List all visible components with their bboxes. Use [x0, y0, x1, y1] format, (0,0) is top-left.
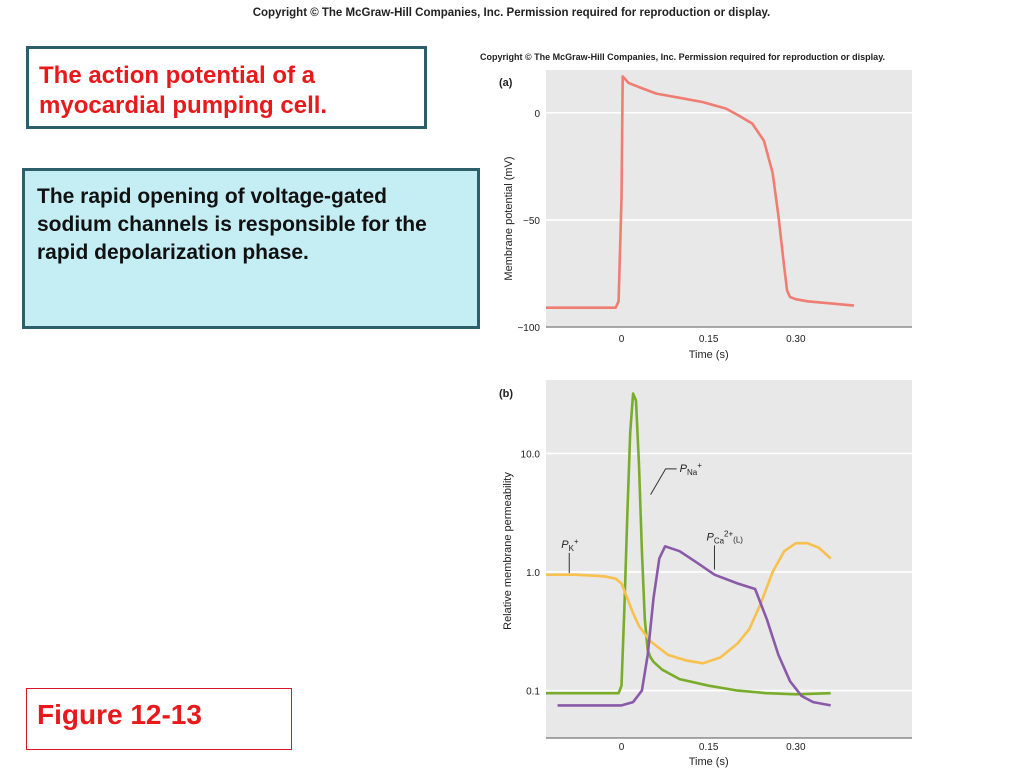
panel-b-x-axis-label: Time (s)	[689, 756, 729, 768]
panel-a-plot-area	[546, 70, 912, 327]
label-main: P	[706, 531, 714, 543]
p-na-line	[546, 392, 831, 696]
panel-b-label: (b)	[499, 388, 513, 400]
figure-copyright: Copyright © The McGraw-Hill Companies, I…	[480, 52, 886, 62]
figure-label-box: Figure 12-13	[26, 688, 292, 750]
panel-a-label: (a)	[499, 77, 513, 89]
p-na-label: PNa+	[680, 461, 703, 477]
slide-title: The action potential of a myocardial pum…	[39, 62, 328, 119]
panel-b-y-axis-label: Relative membrane permeability	[502, 472, 514, 630]
panel-b-annotations: PNa+PK+ PCa2+(L)	[561, 461, 743, 574]
panel-a-y-axis-label: Membrane potential (mV)	[503, 156, 515, 280]
p-na-leader-line	[650, 468, 677, 495]
panel-b-x-tick-label: 0.30	[786, 742, 806, 753]
panel-a-y-tick-label: 0	[534, 109, 540, 120]
label-superscript: 2+	[724, 529, 733, 538]
label-main: P	[680, 463, 688, 475]
label-subscript: Ca	[714, 536, 725, 545]
panel-b-x-tick-label: 0	[619, 742, 625, 753]
p-ca-line	[557, 544, 831, 707]
panel-b-y-tick-label: 1.0	[526, 568, 540, 579]
label-main: P	[561, 539, 569, 551]
p-k-label: PK+	[561, 537, 579, 553]
panel-b-y-tick-label: 10.0	[521, 449, 541, 460]
label-superscript: +	[574, 537, 579, 546]
slide-title-box: The action potential of a myocardial pum…	[26, 46, 427, 129]
action-potential-line	[546, 75, 855, 310]
panel-a-y-tick-label: −50	[523, 216, 540, 227]
description-box: The rapid opening of voltage-gated sodiu…	[22, 168, 480, 329]
panel-a-action-potential: 0 −50 −100 0 0.15 0.30 (a) Time (s) Membrane …	[499, 70, 912, 361]
p-k-line	[546, 541, 832, 665]
label-tail: (L)	[733, 535, 743, 544]
label-superscript: +	[697, 461, 702, 470]
panel-b-y-tick-label: 0.1	[526, 687, 540, 698]
p-ca-label: PCa2+(L)	[706, 529, 743, 545]
panel-a-x-axis-label: Time (s)	[689, 349, 729, 361]
panel-b-ticks: 10.0 1.0 0.1 0 0.15 0.30	[521, 449, 806, 753]
panel-b-x-tick-label: 0.15	[699, 742, 719, 753]
page-copyright: Copyright © The McGraw-Hill Companies, I…	[252, 7, 771, 19]
panel-a-x-tick-label: 0.30	[786, 334, 806, 345]
label-subscript: Na	[687, 468, 698, 477]
label-subscript: K	[569, 544, 575, 553]
panel-a-series	[546, 75, 855, 310]
panel-a-x-tick-label: 0	[619, 334, 625, 345]
description-text: The rapid opening of voltage-gated sodiu…	[37, 185, 427, 264]
panel-b-plot-area	[546, 380, 912, 738]
panel-b-series	[546, 392, 832, 707]
panel-a-x-tick-label: 0.15	[699, 334, 719, 345]
panel-a-ticks: 0 −50 −100 0 0.15 0.30	[517, 109, 806, 345]
figure-label: Figure 12-13	[37, 699, 202, 730]
panel-b-permeability: 10.01.00.10 0.15 0.30 PNa+PK+ PCa2+(L) (b) …	[499, 380, 912, 768]
panel-a-y-tick-label: −100	[517, 323, 540, 334]
panel-b-gridlines	[546, 452, 912, 692]
